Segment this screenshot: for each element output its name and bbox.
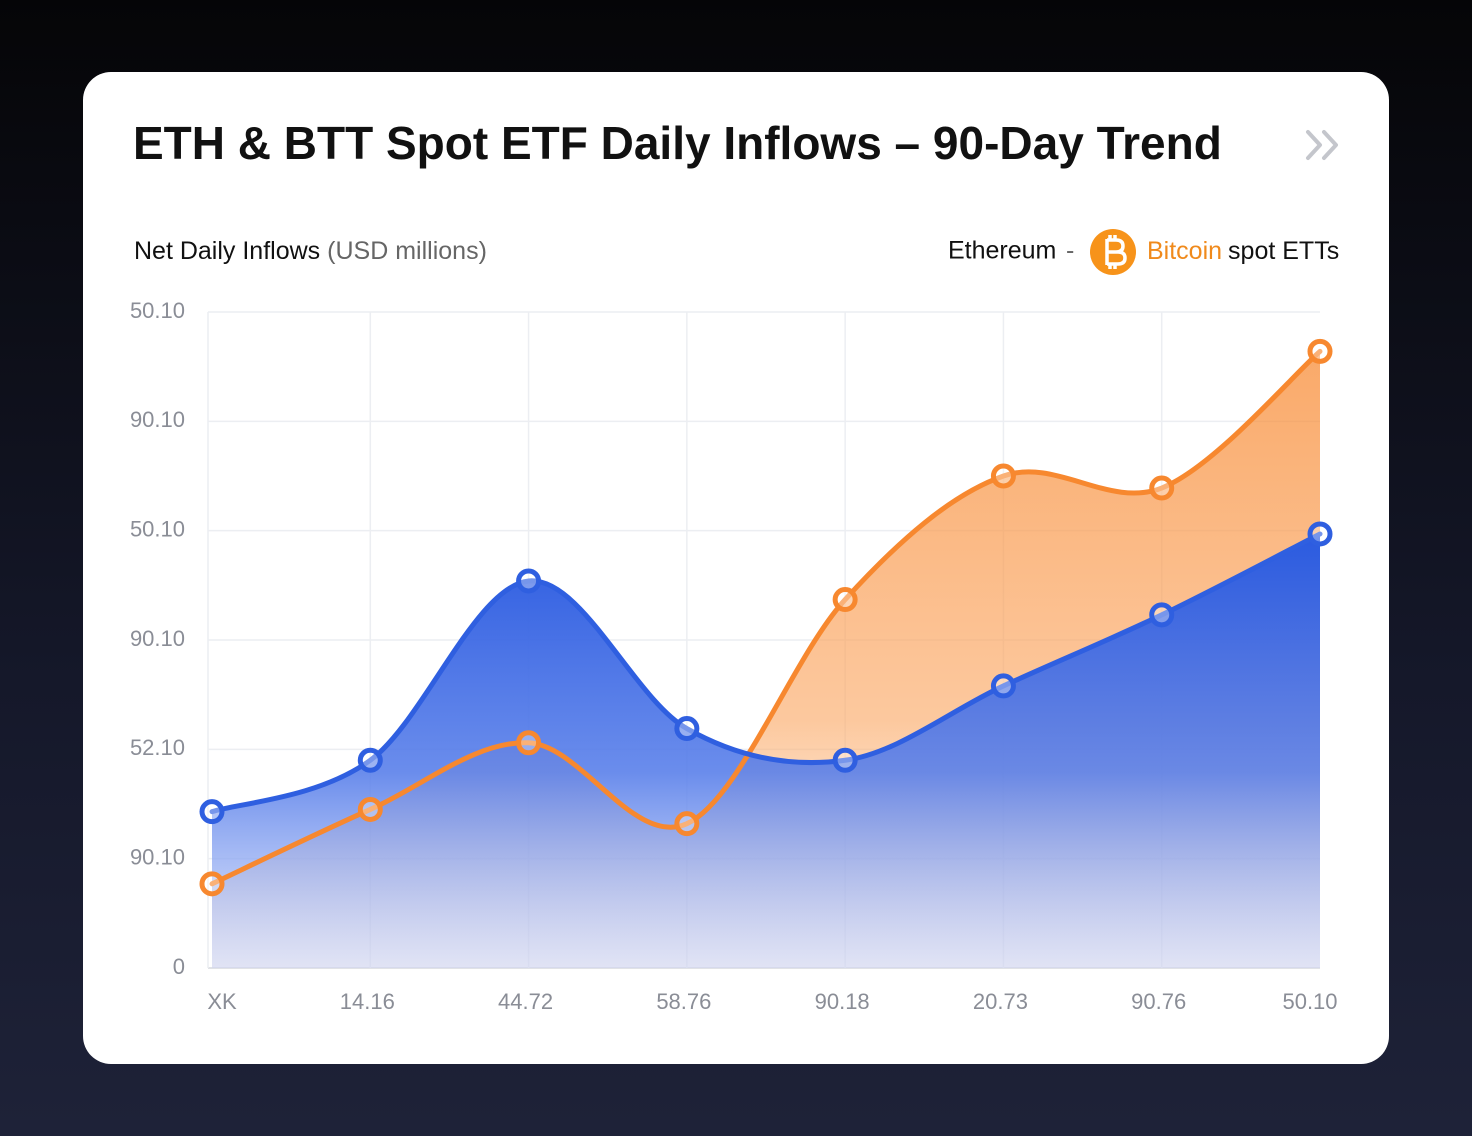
data-point [832, 587, 858, 613]
legend-entry: Bitcoin spot ETTs [1147, 237, 1339, 265]
y-label-unit: (USD millions) [327, 237, 487, 265]
legend-name: Bitcoin [1147, 237, 1222, 265]
data-point [674, 811, 700, 837]
bitcoin-glyph [1105, 235, 1127, 269]
data-point [1149, 475, 1175, 501]
y-tick-label: 52.10 [130, 735, 185, 760]
data-point [199, 799, 225, 825]
data-point [990, 463, 1016, 489]
y-label: Net Daily Inflows [134, 237, 320, 265]
x-tick-label: XK [207, 989, 237, 1014]
x-tick-label: 20.73 [973, 989, 1028, 1014]
area-fill [212, 533, 1320, 968]
data-point [990, 673, 1016, 699]
legend-suffix: spot ETTs [1228, 237, 1339, 265]
data-point [199, 871, 225, 897]
data-point [832, 747, 858, 773]
line [209, 348, 1323, 887]
x-tick-label: 44.72 [498, 989, 553, 1014]
y-tick-label: 50.10 [130, 298, 185, 323]
legend: Ethereum - Bitcoin spot ETTs [948, 229, 1339, 275]
chart-title: ETH & BTT Spot ETF Daily Inflows – 90-Da… [133, 117, 1222, 169]
expand-icon[interactable] [1306, 130, 1338, 160]
y-tick-label: 90.10 [130, 844, 185, 869]
legend-entry: Ethereum [948, 237, 1056, 265]
data-point [1307, 521, 1333, 547]
x-tick-label: 58.76 [656, 989, 711, 1014]
plot-area: 0 90.10 52.10 90.10 50.10 90.10 50.10 XK 14.16 44… [130, 298, 1338, 1014]
y-axis-label: Net Daily Inflows (USD millions) [134, 237, 487, 265]
data-point [357, 796, 383, 822]
y-tick-label: 90.10 [130, 626, 185, 651]
legend-separator: - [1066, 237, 1074, 265]
data-point [1307, 338, 1333, 364]
data-point [1149, 602, 1175, 628]
y-tick-label: 50.10 [130, 516, 185, 541]
data-point [357, 747, 383, 773]
y-tick-label: 0 [173, 954, 185, 979]
y-tick-label: 90.10 [130, 407, 185, 432]
data-point [674, 716, 700, 742]
x-tick-label: 14.16 [340, 989, 395, 1014]
line [209, 531, 1323, 815]
data-point [516, 730, 542, 756]
x-tick-label: 90.18 [815, 989, 870, 1014]
data-point [516, 568, 542, 594]
x-tick-label: 90.76 [1131, 989, 1186, 1014]
x-tick-label: 50.10 [1282, 989, 1337, 1014]
